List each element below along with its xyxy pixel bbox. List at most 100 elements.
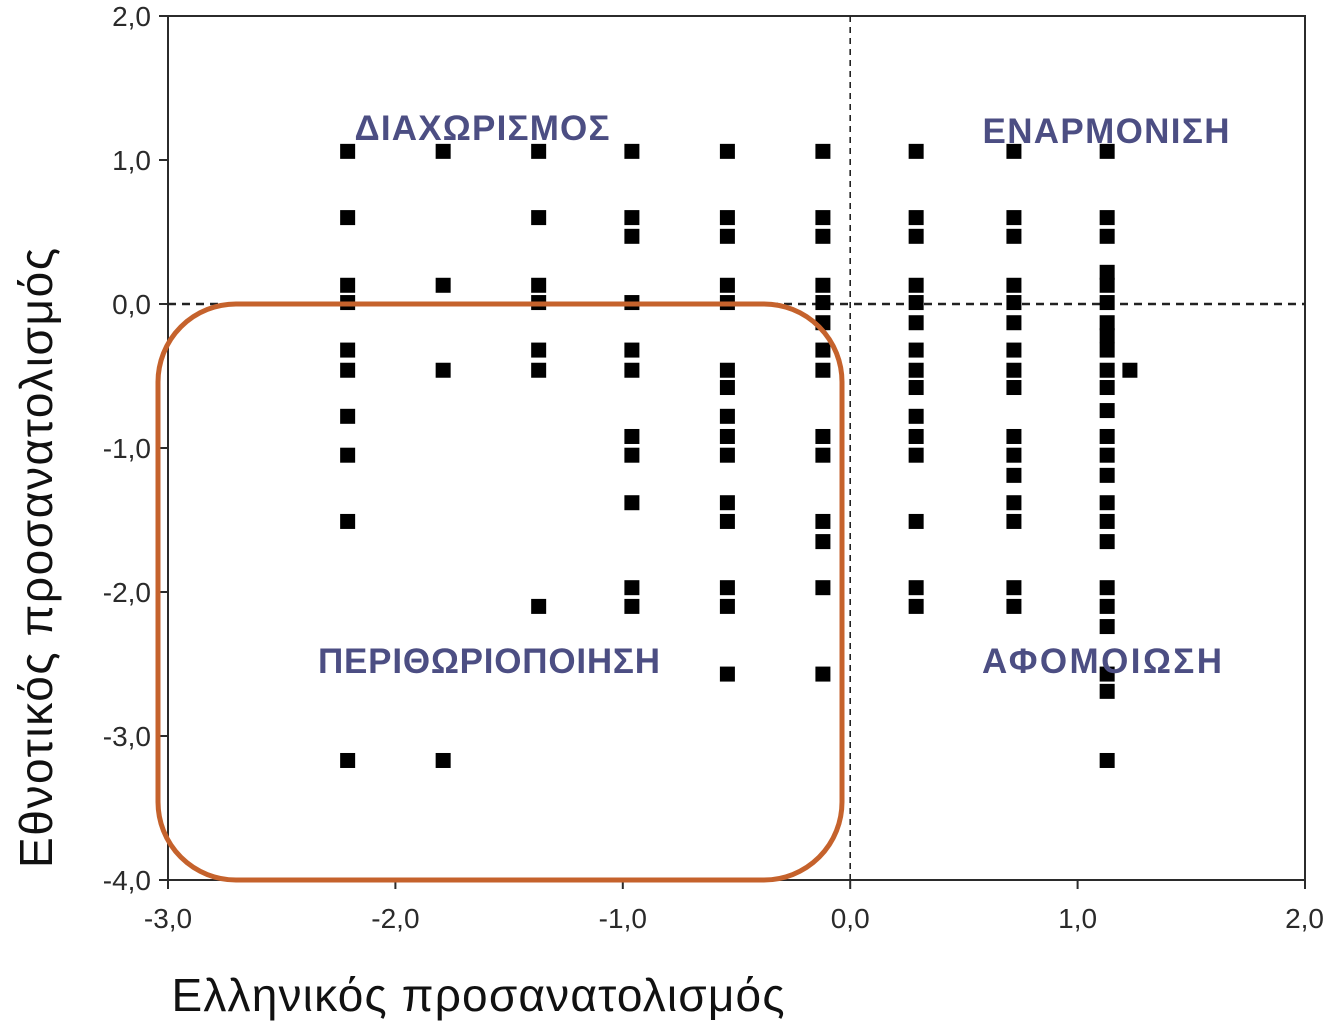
- y-axis-title: Εθνοτικός προσανατολισμός: [10, 248, 62, 868]
- data-point: [908, 513, 924, 529]
- highlight-box: [155, 301, 845, 883]
- data-point: [908, 143, 924, 159]
- data-point: [340, 277, 356, 293]
- data-point: [908, 277, 924, 293]
- quadrant-label-bottom-left: ΠΕΡΙΘΩΡΙΟΠΟΙΗΣΗ: [318, 642, 660, 681]
- y-tick-label: 0,0: [112, 289, 151, 320]
- data-point: [1006, 295, 1022, 311]
- data-point: [435, 143, 451, 159]
- data-point: [719, 380, 735, 396]
- data-point: [1006, 315, 1022, 331]
- data-point: [1006, 380, 1022, 396]
- data-point: [815, 210, 831, 226]
- data-point: [1006, 513, 1022, 529]
- data-point: [340, 342, 356, 358]
- data-point: [719, 228, 735, 244]
- data-point: [908, 228, 924, 244]
- data-point: [1006, 428, 1022, 444]
- data-point: [719, 408, 735, 424]
- data-point: [815, 447, 831, 463]
- data-point: [815, 580, 831, 596]
- data-point: [340, 408, 356, 424]
- x-tick-label: -3,0: [144, 903, 192, 934]
- data-point: [1099, 342, 1115, 358]
- data-point: [340, 362, 356, 378]
- data-point: [815, 342, 831, 358]
- data-point: [1006, 580, 1022, 596]
- data-point: [624, 447, 640, 463]
- data-point: [1099, 143, 1115, 159]
- data-point: [719, 277, 735, 293]
- data-point: [1099, 380, 1115, 396]
- data-point: [908, 315, 924, 331]
- data-point: [815, 277, 831, 293]
- data-point: [340, 447, 356, 463]
- data-point: [435, 362, 451, 378]
- data-point: [908, 295, 924, 311]
- data-point: [1006, 277, 1022, 293]
- data-point: [908, 428, 924, 444]
- data-point: [908, 362, 924, 378]
- data-point: [435, 277, 451, 293]
- data-point: [1099, 513, 1115, 529]
- data-point: [624, 495, 640, 511]
- x-tick-label: 2,0: [1285, 903, 1324, 934]
- data-point: [624, 210, 640, 226]
- data-point: [531, 210, 547, 226]
- data-points: [340, 143, 1138, 768]
- data-point: [531, 277, 547, 293]
- data-point: [624, 228, 640, 244]
- data-point: [1099, 428, 1115, 444]
- data-point: [1099, 752, 1115, 768]
- data-point: [719, 143, 735, 159]
- data-point: [1099, 580, 1115, 596]
- data-point: [1006, 598, 1022, 614]
- data-point: [908, 408, 924, 424]
- data-point: [1099, 315, 1115, 331]
- data-point: [1006, 228, 1022, 244]
- data-point: [624, 342, 640, 358]
- data-point: [815, 513, 831, 529]
- data-point: [1099, 619, 1115, 635]
- data-point: [908, 210, 924, 226]
- data-point: [719, 428, 735, 444]
- x-axis-title: Ελληνικός προσανατολισμός: [172, 969, 785, 1021]
- data-point: [1099, 362, 1115, 378]
- data-point: [1099, 295, 1115, 311]
- y-tick-label: -1,0: [103, 433, 151, 464]
- data-point: [719, 447, 735, 463]
- data-point: [1099, 447, 1115, 463]
- y-tick-label: 1,0: [112, 145, 151, 176]
- x-tick-label: -2,0: [371, 903, 419, 934]
- data-point: [1006, 210, 1022, 226]
- data-point: [1099, 467, 1115, 483]
- data-point: [1006, 447, 1022, 463]
- data-point: [340, 143, 356, 159]
- data-point: [624, 428, 640, 444]
- data-point: [1006, 143, 1022, 159]
- data-point: [1099, 277, 1115, 293]
- data-point: [908, 580, 924, 596]
- data-point: [1006, 467, 1022, 483]
- data-point: [815, 143, 831, 159]
- data-point: [624, 580, 640, 596]
- data-point: [719, 580, 735, 596]
- data-point: [815, 428, 831, 444]
- data-point: [908, 342, 924, 358]
- x-tick-label: 1,0: [1058, 903, 1097, 934]
- data-point: [1099, 598, 1115, 614]
- data-point: [719, 210, 735, 226]
- data-point: [908, 447, 924, 463]
- data-point: [1099, 210, 1115, 226]
- data-point: [624, 598, 640, 614]
- data-point: [1099, 264, 1115, 280]
- data-point: [531, 143, 547, 159]
- data-point: [815, 295, 831, 311]
- data-point: [340, 752, 356, 768]
- data-point: [1122, 362, 1138, 378]
- x-tick-label: 0,0: [831, 903, 870, 934]
- data-point: [1006, 362, 1022, 378]
- data-point: [531, 598, 547, 614]
- data-point: [815, 362, 831, 378]
